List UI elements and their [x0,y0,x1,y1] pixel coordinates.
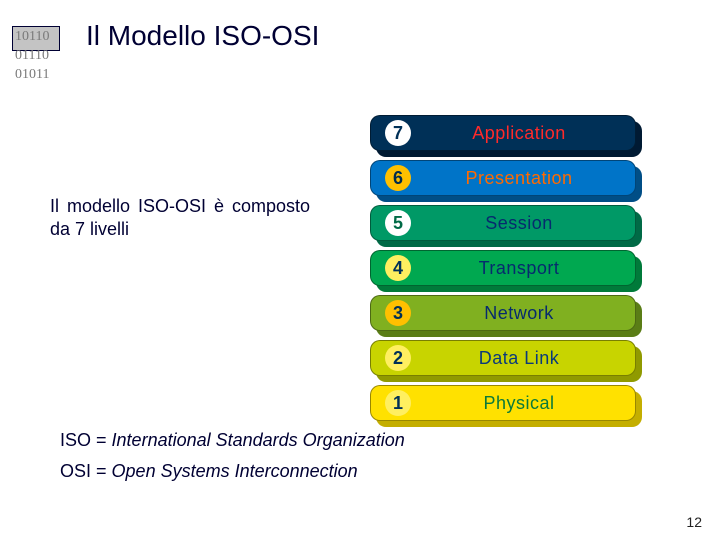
footer-abbr: OSI [60,461,91,481]
layer-bar: 5Session [370,205,636,241]
layer-number-badge: 4 [385,255,411,281]
binary-tag: 01110 [15,47,49,66]
layer-number-badge: 2 [385,345,411,371]
layer-number-badge: 3 [385,300,411,326]
footer-expansion: International Standards Organization [112,430,405,450]
footer-definitions: ISO = International Standards Organizati… [60,430,405,492]
footer-line: ISO = International Standards Organizati… [60,430,405,451]
layer-bar: 6Presentation [370,160,636,196]
osi-layer: 4Transport [370,250,650,295]
osi-layer: 2Data Link [370,340,650,385]
osi-layer: 1Physical [370,385,650,430]
footer-expansion: Open Systems Interconnection [112,461,358,481]
layer-number-badge: 1 [385,390,411,416]
layer-bar: 3Network [370,295,636,331]
layer-number-badge: 7 [385,120,411,146]
footer-eq: = [96,430,112,450]
binary-tag: 10110 [15,28,49,47]
osi-layer: 6Presentation [370,160,650,205]
osi-layer: 5Session [370,205,650,250]
footer-eq: = [96,461,112,481]
layer-bar: 4Transport [370,250,636,286]
binary-tags: 10110 01110 01011 [15,28,49,85]
page-number: 12 [686,514,702,530]
osi-layer-stack: 7Application 6Presentation 5Session 4Transp… [370,115,650,430]
footer-abbr: ISO [60,430,91,450]
body-text: Il modello ISO-OSI è composto da 7 livel… [50,195,310,240]
layer-number-badge: 5 [385,210,411,236]
binary-tag: 01011 [15,66,49,85]
page-title: Il Modello ISO-OSI [86,20,319,52]
layer-bar: 1Physical [370,385,636,421]
layer-number-badge: 6 [385,165,411,191]
osi-layer: 3Network [370,295,650,340]
osi-layer: 7Application [370,115,650,160]
layer-bar: 7Application [370,115,636,151]
layer-bar: 2Data Link [370,340,636,376]
footer-line: OSI = Open Systems Interconnection [60,461,405,482]
